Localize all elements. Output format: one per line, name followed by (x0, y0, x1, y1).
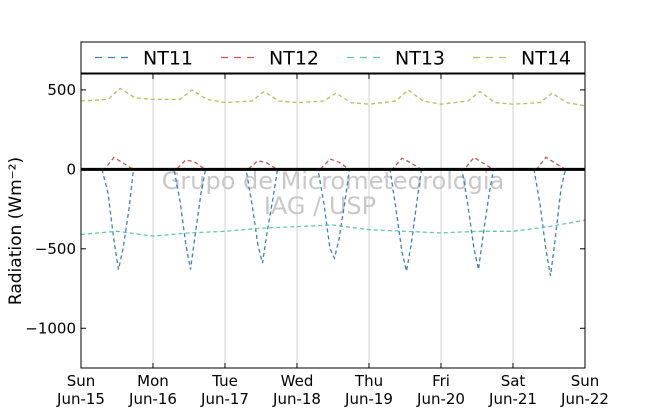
legend-label: NT14 (521, 48, 571, 70)
x-tick-label-date: Jun-15 (56, 390, 105, 408)
legend-label: NT12 (269, 48, 319, 70)
x-tick-label-day: Wed (281, 372, 314, 390)
series-line-nt13 (80, 219, 586, 237)
plot-frame (80, 73, 586, 369)
x-tick-label-date: Jun-22 (560, 390, 609, 408)
x-tick-label-date: Jun-20 (416, 390, 465, 408)
x-tick-label-day: Sun (571, 372, 600, 390)
y-axis-ticks: 500 0 −500 −1000 (25, 81, 585, 337)
y-tick-label: −1000 (25, 319, 76, 337)
watermark-line-2: IAG / USP (264, 192, 376, 220)
x-tick-label-day: Tue (211, 372, 238, 390)
x-tick-label-day: Sat (501, 372, 526, 390)
legend-label: NT13 (395, 48, 445, 70)
y-tick-label: 500 (47, 81, 76, 99)
x-tick-label-date: Jun-17 (200, 390, 249, 408)
x-tick-label-day: Sun (67, 372, 96, 390)
x-tick-label-day: Thu (354, 372, 383, 390)
series-line-nt14 (80, 87, 586, 107)
x-tick-label-date: Jun-19 (344, 390, 393, 408)
x-tick-label-date: Jun-16 (128, 390, 177, 408)
x-tick-label-date: Jun-21 (488, 390, 537, 408)
x-axis-ticks: SunJun-15MonJun-16TueJun-17WedJun-18ThuJ… (56, 74, 609, 408)
watermark-line-1: Grupo de Micrometeorologia (162, 167, 504, 195)
series-line-nt11 (81, 168, 585, 276)
grid-lines (152, 74, 514, 368)
y-axis-label: Radiation (Wm⁻²) (6, 157, 26, 305)
y-tick-label: −500 (35, 240, 76, 258)
x-tick-label-day: Fri (432, 372, 450, 390)
x-tick-label-date: Jun-18 (272, 390, 321, 408)
legend-label: NT11 (143, 48, 193, 70)
watermark: Grupo de Micrometeorologia IAG / USP (162, 167, 504, 220)
y-tick-label: 0 (66, 160, 76, 178)
x-tick-label-day: Mon (137, 372, 169, 390)
legend: NT11 NT12 NT13 NT14 (80, 41, 586, 74)
